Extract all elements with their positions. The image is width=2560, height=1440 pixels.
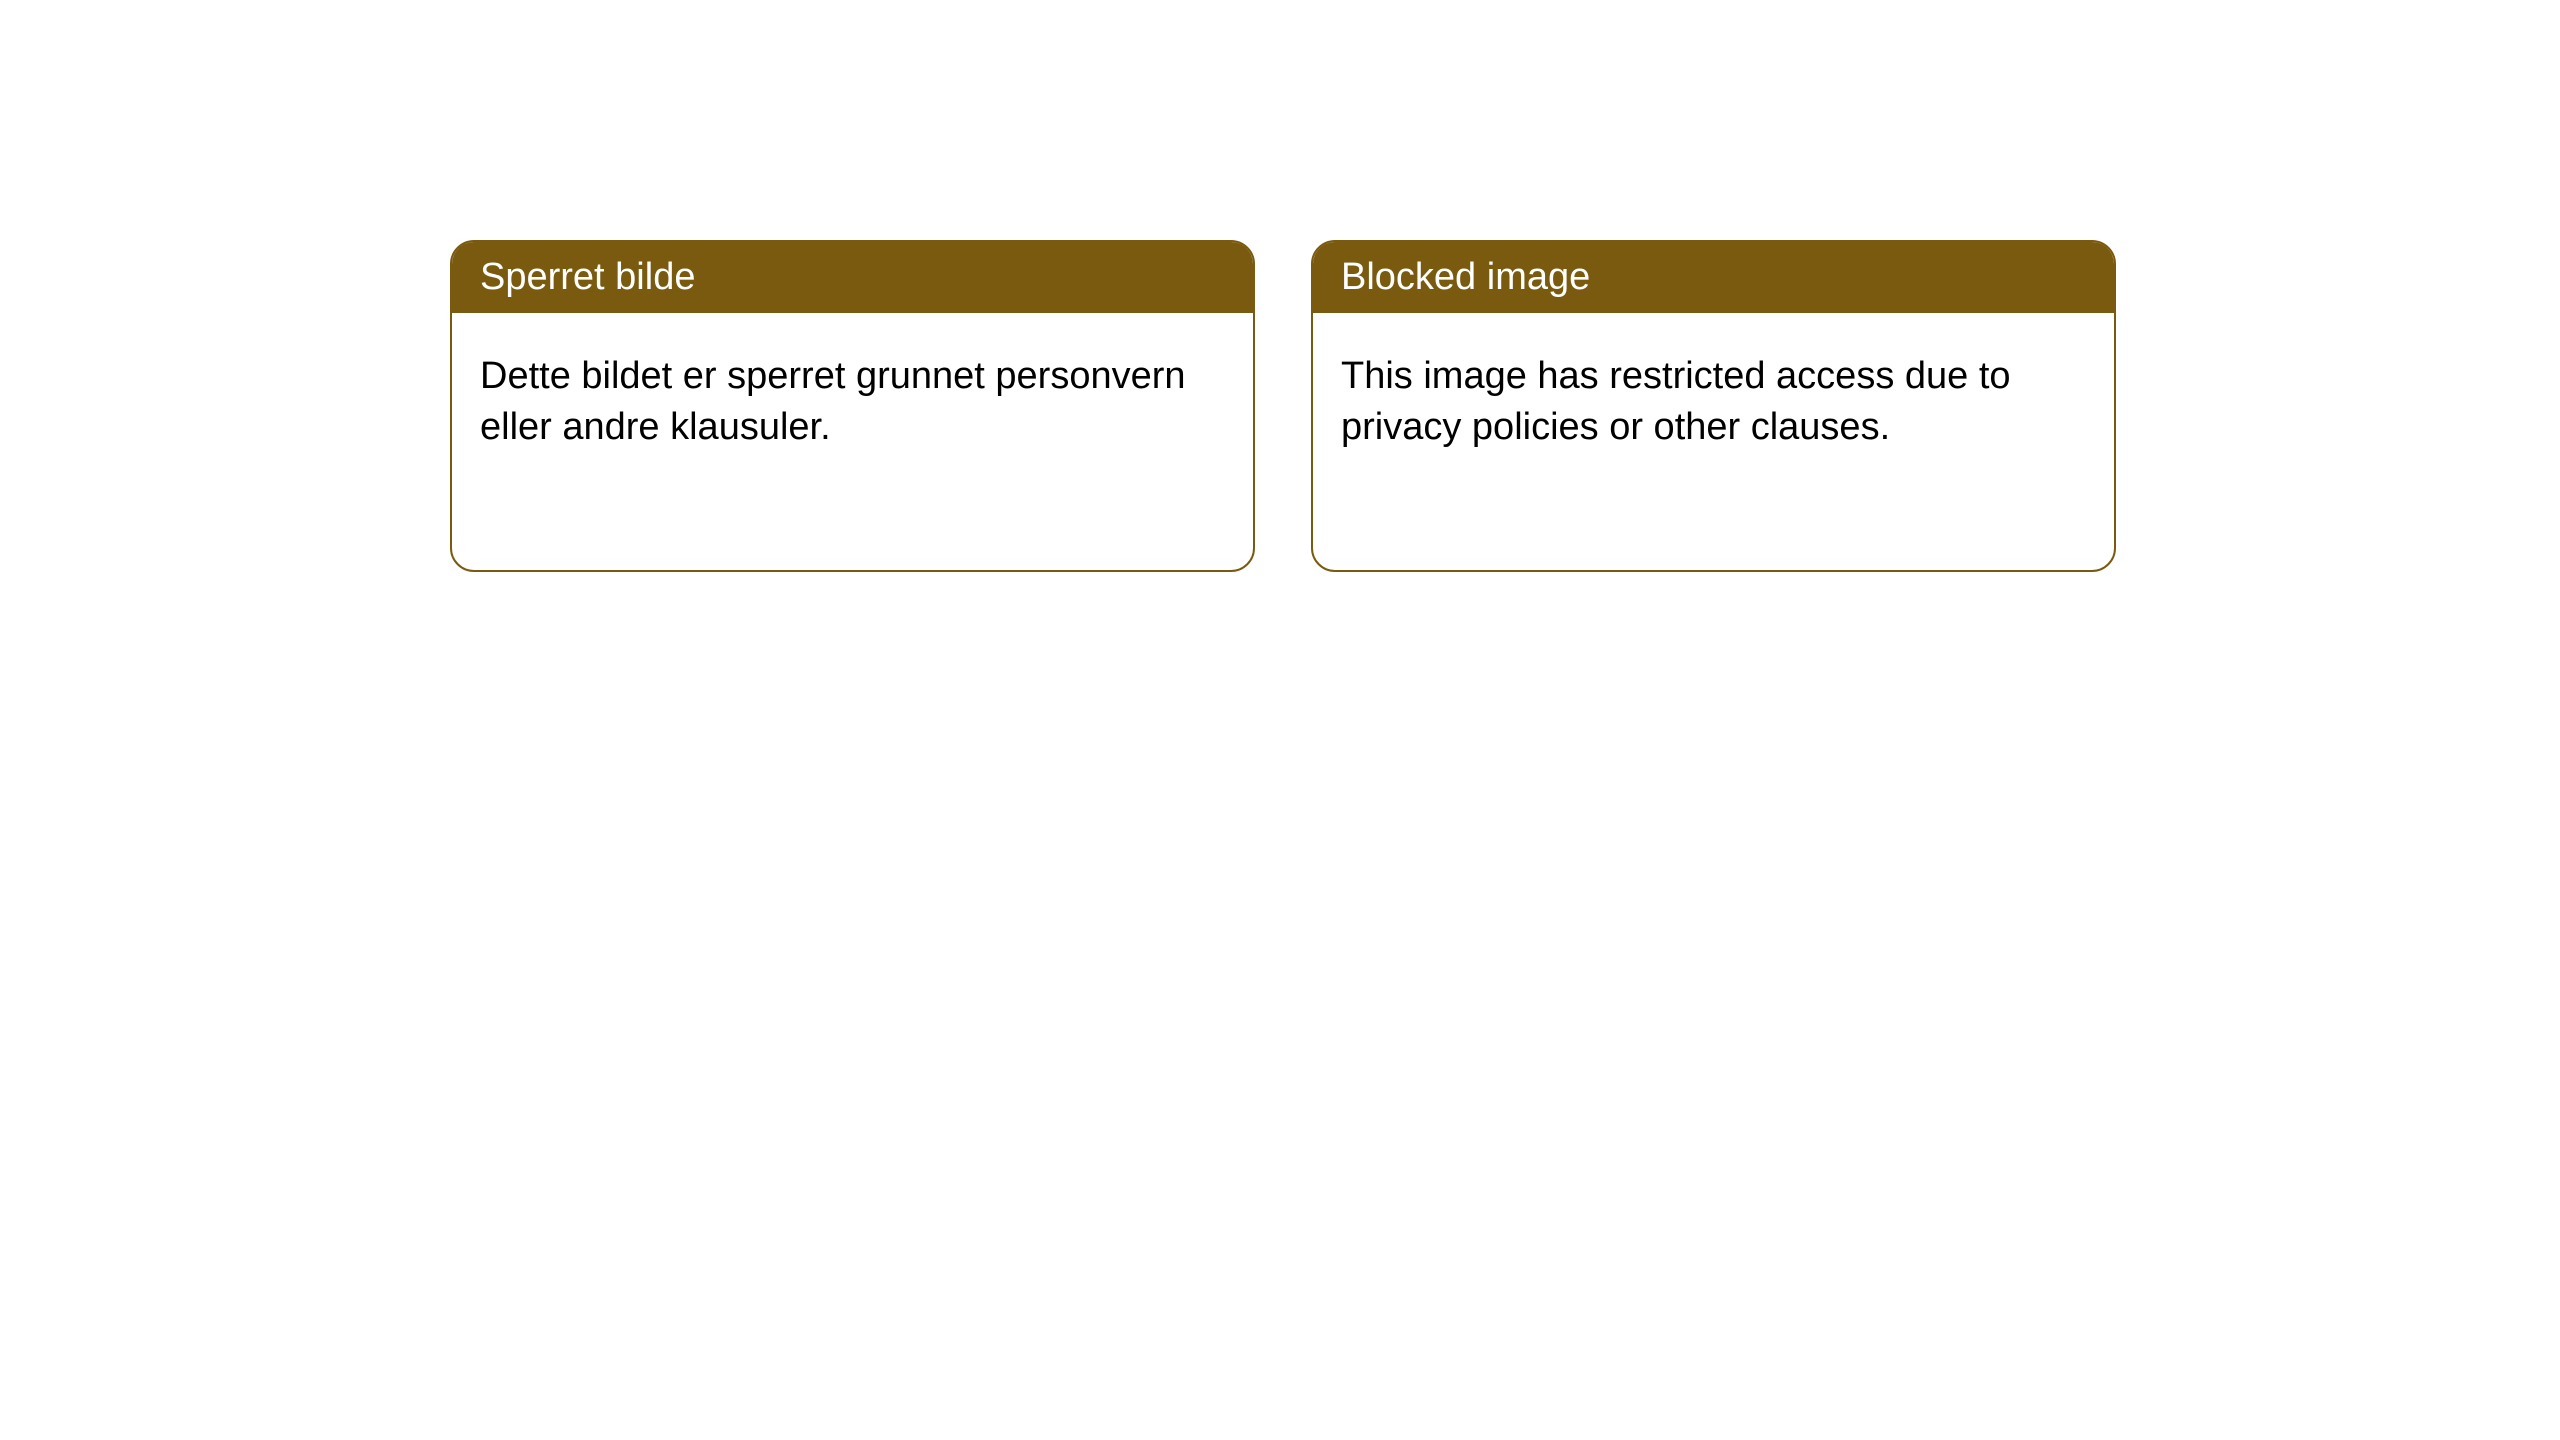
notice-container: Sperret bilde Dette bildet er sperret gr… [450,240,2116,572]
notice-card-norwegian: Sperret bilde Dette bildet er sperret gr… [450,240,1255,572]
card-body: Dette bildet er sperret grunnet personve… [452,313,1253,492]
card-header: Sperret bilde [452,242,1253,313]
card-body: This image has restricted access due to … [1313,313,2114,492]
card-header: Blocked image [1313,242,2114,313]
notice-card-english: Blocked image This image has restricted … [1311,240,2116,572]
